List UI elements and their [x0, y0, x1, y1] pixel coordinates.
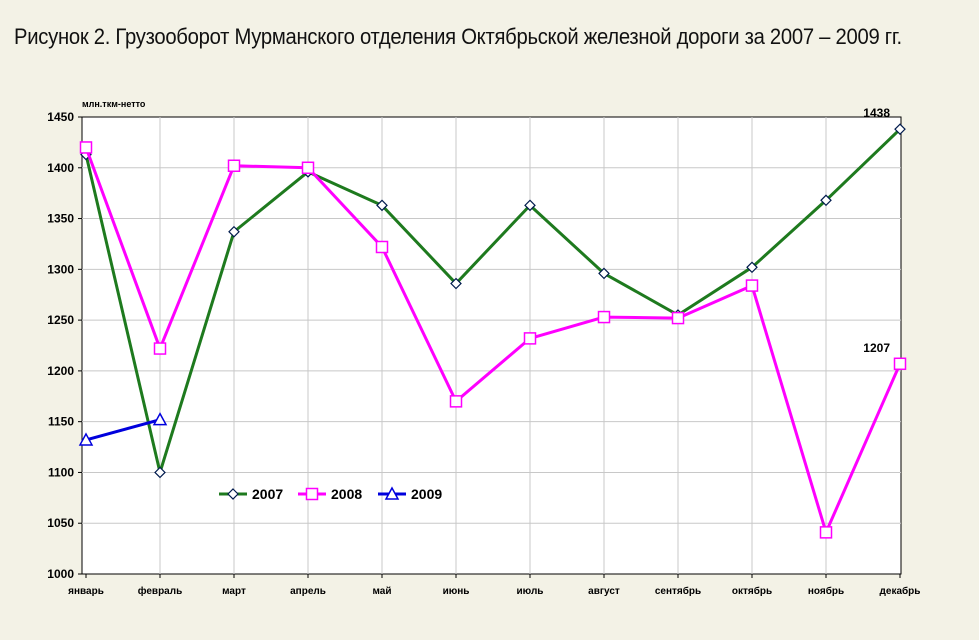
data-point-marker [745, 279, 759, 292]
data-point-marker [154, 466, 166, 479]
data-point-marker [894, 123, 906, 136]
series-line-2008 [84, 146, 902, 534]
x-tick-label: июнь [443, 586, 470, 597]
y-tick-label: 1400 [47, 161, 74, 175]
data-point-marker [78, 432, 94, 446]
axes: 1000 1050 1100 1150 1200 1250 1300 1350 1400 1450… [47, 110, 920, 597]
data-point-marker [746, 261, 758, 274]
legend-item-2008: 2008 [298, 486, 362, 502]
data-point-marker [227, 488, 239, 500]
x-tick-label: октябрь [732, 585, 772, 597]
data-point-marker [523, 332, 537, 345]
x-tick-label: декабрь [880, 585, 921, 597]
x-tick-label: август [588, 586, 620, 597]
data-point-marker [375, 240, 389, 254]
y-tick-label: 1050 [47, 516, 74, 530]
y-tick-label: 1450 [47, 110, 74, 124]
data-point-marker [671, 311, 685, 325]
data-point-marker [153, 342, 167, 355]
data-point-marker [597, 310, 611, 324]
x-tick-label: май [373, 586, 392, 597]
y-tick-label: 1350 [47, 212, 74, 226]
x-tick-label: январь [68, 586, 104, 597]
data-point-marker [228, 225, 240, 238]
data-point-marker [524, 199, 536, 212]
x-tick-label: март [222, 586, 246, 597]
data-label: 1207 [863, 341, 890, 355]
data-point-marker [376, 199, 388, 212]
y-tick-label: 1300 [47, 262, 74, 276]
data-point-marker [227, 159, 241, 172]
data-label: 1438 [863, 106, 890, 120]
legend-label: 2007 [252, 486, 283, 502]
legend-label: 2009 [411, 486, 442, 502]
data-point-marker [819, 526, 833, 539]
data-point-marker [893, 357, 907, 371]
series-2009 [78, 412, 168, 446]
y-tick-label: 1100 [48, 465, 74, 479]
x-tick-label: апрель [290, 586, 326, 597]
data-point-marker [450, 277, 462, 290]
data-point-marker [820, 194, 832, 207]
data-point-marker [79, 141, 93, 154]
x-tick-label: ноябрь [808, 585, 844, 597]
y-tick-label: 1200 [47, 364, 74, 378]
data-point-marker [305, 487, 319, 501]
data-point-marker [449, 395, 463, 408]
series-line-2009 [85, 418, 161, 442]
y-tick-label: 1150 [48, 415, 74, 429]
data-point-marker [301, 161, 315, 175]
legend: 2007 2008 2009 [219, 486, 442, 502]
plot-area [81, 116, 902, 575]
series-2008: 1207 [79, 141, 907, 539]
series-line-2007 [84, 128, 902, 474]
x-tick-label: июль [517, 586, 544, 597]
legend-item-2009: 2009 [378, 486, 442, 502]
data-point-marker [384, 486, 400, 500]
legend-item-2007: 2007 [219, 486, 283, 502]
y-axis-label: млн.ткм-нетто [82, 99, 146, 109]
figure-title: Рисунок 2. Грузооборот Мурманского отдел… [14, 24, 902, 49]
data-point-marker [598, 267, 610, 280]
legend-label: 2008 [331, 486, 362, 502]
series-group: 1438 1207 [78, 106, 907, 539]
y-tick-label: 1250 [47, 313, 74, 327]
data-point-marker [152, 412, 168, 426]
y-tick-label: 1000 [47, 567, 74, 581]
x-tick-label: сентябрь [655, 585, 701, 597]
x-tick-label: февраль [138, 585, 183, 597]
